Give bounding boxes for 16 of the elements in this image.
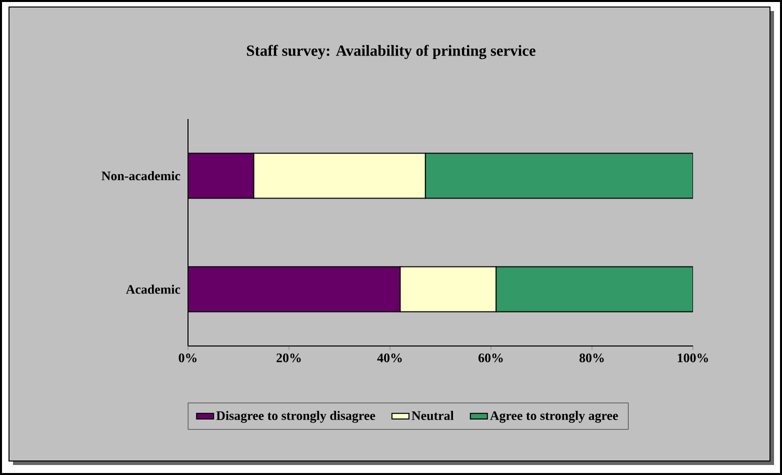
x-tick-label: 100% [678,354,708,362]
x-tick-label: 80% [579,354,604,362]
x-tick-label: 40% [377,354,402,362]
x-tick-label: 0% [178,354,197,362]
bar [496,266,694,312]
y-tick-label: Non-academic [102,171,180,180]
x-tick-label: 20% [276,354,301,362]
bar [188,152,254,199]
chart-title: Staff survey: Availability of printing service [247,44,536,60]
legend-label: Neutral [412,410,454,420]
legend-label: Agree to strongly agree [490,410,618,423]
legend-label: Disagree to strongly disagree [216,410,376,423]
y-tick-label: Academic [126,284,180,294]
x-tick-label: 60% [478,354,503,362]
bar [424,152,694,199]
bar [188,266,401,312]
